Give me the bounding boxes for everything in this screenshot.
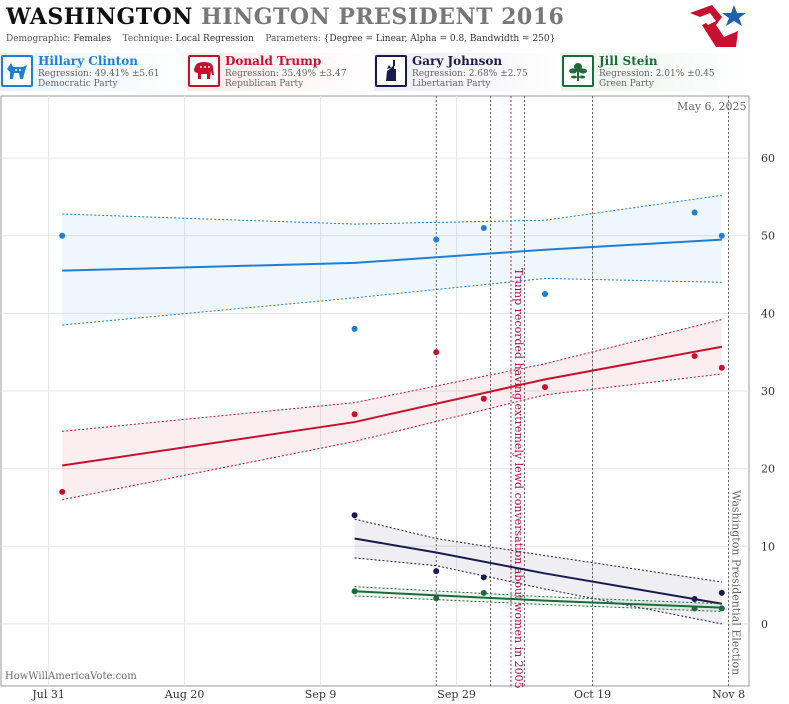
demographic-label: Demographic:: [6, 34, 71, 44]
poll-point: [480, 574, 487, 581]
annotation-label: Trump recorded having extremely lewd con…: [512, 268, 525, 689]
x-tick-label: Oct 19: [574, 688, 611, 701]
poll-point: [691, 209, 698, 216]
band-upper-line: [354, 586, 722, 605]
y-tick-label: 20: [761, 463, 775, 476]
poll-point: [691, 353, 698, 360]
star-flag-logo-icon: [690, 5, 746, 47]
x-tick-label: Nov 8: [712, 688, 745, 701]
trend-line: [62, 345, 722, 467]
candidate-card-johnson[interactable]: Gary Johnson Regression: 2.68% ±2.75 Lib…: [374, 53, 562, 91]
chart-parameters: Demographic: Females Technique: Local Re…: [6, 34, 555, 44]
poll-point: [433, 568, 440, 575]
candidate-card-stein[interactable]: Jill Stein Regression: 2.01% ±0.45 Green…: [561, 53, 749, 91]
poll-point: [59, 232, 66, 239]
title-state: WASHINGTON: [6, 4, 193, 30]
candidate-regression: Regression: 2.68% ±2.75: [412, 69, 528, 79]
confidence-band: [62, 319, 722, 500]
candidate-name: Gary Johnson: [412, 54, 503, 68]
candidate-legend: Hillary Clinton Regression: 49.41% ±5.61…: [0, 53, 789, 93]
poll-point: [718, 232, 725, 239]
poll-point: [351, 512, 358, 519]
poll-point: [433, 349, 440, 356]
x-tick-label: Sep 29: [437, 688, 476, 701]
candidate-name: Jill Stein: [599, 54, 658, 68]
flower-icon: [562, 55, 594, 87]
poll-point: [59, 488, 66, 495]
band-upper-line: [62, 194, 722, 225]
poll-point: [691, 605, 698, 612]
technique-value: Local Regression: [175, 34, 254, 44]
band-lower-line: [62, 277, 722, 326]
trend-line: [354, 590, 722, 609]
candidate-regression: Regression: 2.01% ±0.45: [599, 69, 715, 79]
site-credit: HowWillAmericaVote.com: [5, 671, 137, 682]
candidate-party: Libertarian Party: [412, 79, 491, 89]
confidence-band: [354, 586, 722, 612]
demographic-value: Females: [73, 34, 112, 44]
poll-point: [351, 588, 358, 595]
candidate-name: Donald Trump: [225, 54, 322, 68]
poll-point: [480, 395, 487, 402]
y-tick-label: 40: [761, 307, 775, 320]
y-tick-label: 30: [761, 385, 775, 398]
x-tick-label: Aug 20: [164, 688, 205, 701]
x-tick-label: Sep 9: [305, 688, 337, 701]
y-tick-label: 50: [761, 230, 775, 243]
candidate-party: Republican Party: [225, 79, 304, 89]
candidate-name: Hillary Clinton: [38, 54, 138, 68]
candidate-regression: Regression: 49.41% ±5.61: [38, 69, 160, 79]
candidate-party: Democratic Party: [38, 79, 118, 89]
y-tick-label: 60: [761, 152, 775, 165]
y-tick-label: 0: [761, 618, 768, 631]
parameters-value: {Degree = Linear, Alpha = 0.8, Bandwidth…: [323, 34, 556, 44]
band-lower-line: [62, 373, 722, 501]
poll-point: [718, 364, 725, 371]
poll-point: [351, 411, 358, 418]
annotation-label: Washington Presidential Election: [730, 490, 743, 675]
poll-point: [480, 224, 487, 231]
title-rest: HINGTON PRESIDENT 2016: [201, 4, 565, 30]
poll-point: [433, 236, 440, 243]
trend-line: [354, 537, 722, 605]
page-title: WASHINGTON HINGTON PRESIDENT 2016: [6, 4, 564, 30]
poll-point: [718, 589, 725, 596]
date-stamp: May 6, 2025: [677, 100, 747, 113]
candidate-party: Green Party: [599, 79, 654, 89]
poll-point: [691, 596, 698, 603]
candidate-card-clinton[interactable]: Hillary Clinton Regression: 49.41% ±5.61…: [0, 53, 188, 91]
poll-point: [351, 325, 358, 332]
candidate-regression: Regression: 35.49% ±3.47: [225, 69, 347, 79]
elephant-icon: [188, 55, 220, 87]
y-tick-label: 10: [761, 540, 775, 553]
technique-label: Technique:: [122, 34, 173, 44]
poll-point: [542, 384, 548, 391]
liberty-statue-icon: [375, 55, 407, 87]
parameters-label: Parameters:: [265, 34, 321, 44]
x-tick-label: Jul 31: [31, 688, 65, 701]
poll-point: [480, 589, 487, 596]
poll-point: [718, 605, 725, 612]
band-lower-line: [354, 595, 722, 612]
band-upper-line: [354, 518, 722, 583]
candidate-card-trump[interactable]: Donald Trump Regression: 35.49% ±3.47 Re…: [187, 53, 375, 91]
donkey-icon: [1, 55, 33, 87]
band-lower-line: [354, 557, 722, 625]
poll-point: [433, 595, 440, 602]
trend-line: [62, 238, 722, 272]
poll-point: [542, 290, 548, 297]
